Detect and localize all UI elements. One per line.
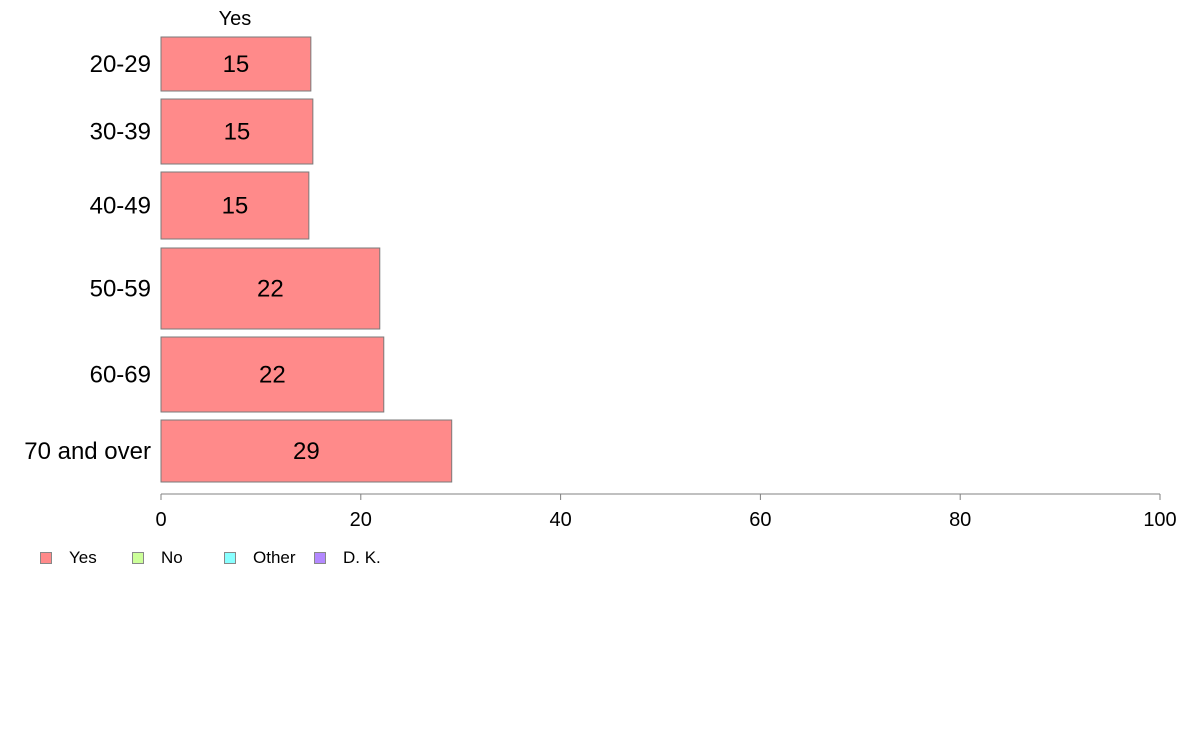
legend-label-yes: Yes [69, 548, 97, 567]
x-tick-label: 0 [155, 509, 166, 531]
bar [160, 247, 381, 330]
bar [160, 336, 385, 413]
legend-swatch-dk [314, 552, 326, 564]
legend-item-other: Other [224, 548, 314, 568]
category-label: 20-29 [90, 51, 151, 78]
x-tick-label: 80 [949, 509, 971, 531]
legend-swatch-other [224, 552, 236, 564]
category-label: 50-59 [90, 276, 151, 303]
legend-swatch-no [132, 552, 144, 564]
bar-value-label: 15 [223, 51, 250, 78]
category-label: 60-69 [90, 362, 151, 389]
bar-value-label: 29 [293, 438, 320, 465]
legend-label-dk: D. K. [343, 548, 381, 567]
bar [160, 419, 453, 483]
legend-label-other: Other [253, 548, 296, 567]
series-header: Yes [219, 8, 252, 30]
legend-item-yes: Yes [40, 548, 132, 568]
bar [160, 36, 312, 92]
bar-value-label: 22 [259, 362, 286, 389]
x-tick-label: 100 [1143, 509, 1176, 531]
category-label: 70 and over [24, 438, 151, 465]
bar-value-label: 15 [222, 193, 249, 220]
x-tick-label: 20 [350, 509, 372, 531]
legend-label-no: No [161, 548, 183, 567]
category-label: 40-49 [90, 193, 151, 220]
bar-value-label: 15 [224, 119, 251, 146]
legend: Yes No Other D. K. [40, 548, 404, 568]
bar [160, 98, 314, 165]
bar-value-label: 22 [257, 276, 284, 303]
category-label: 30-39 [90, 119, 151, 146]
legend-swatch-yes [40, 552, 52, 564]
legend-item-dk: D. K. [314, 548, 404, 568]
x-tick-label: 40 [549, 509, 571, 531]
bar [160, 171, 310, 240]
legend-item-no: No [132, 548, 224, 568]
x-tick-label: 60 [749, 509, 771, 531]
